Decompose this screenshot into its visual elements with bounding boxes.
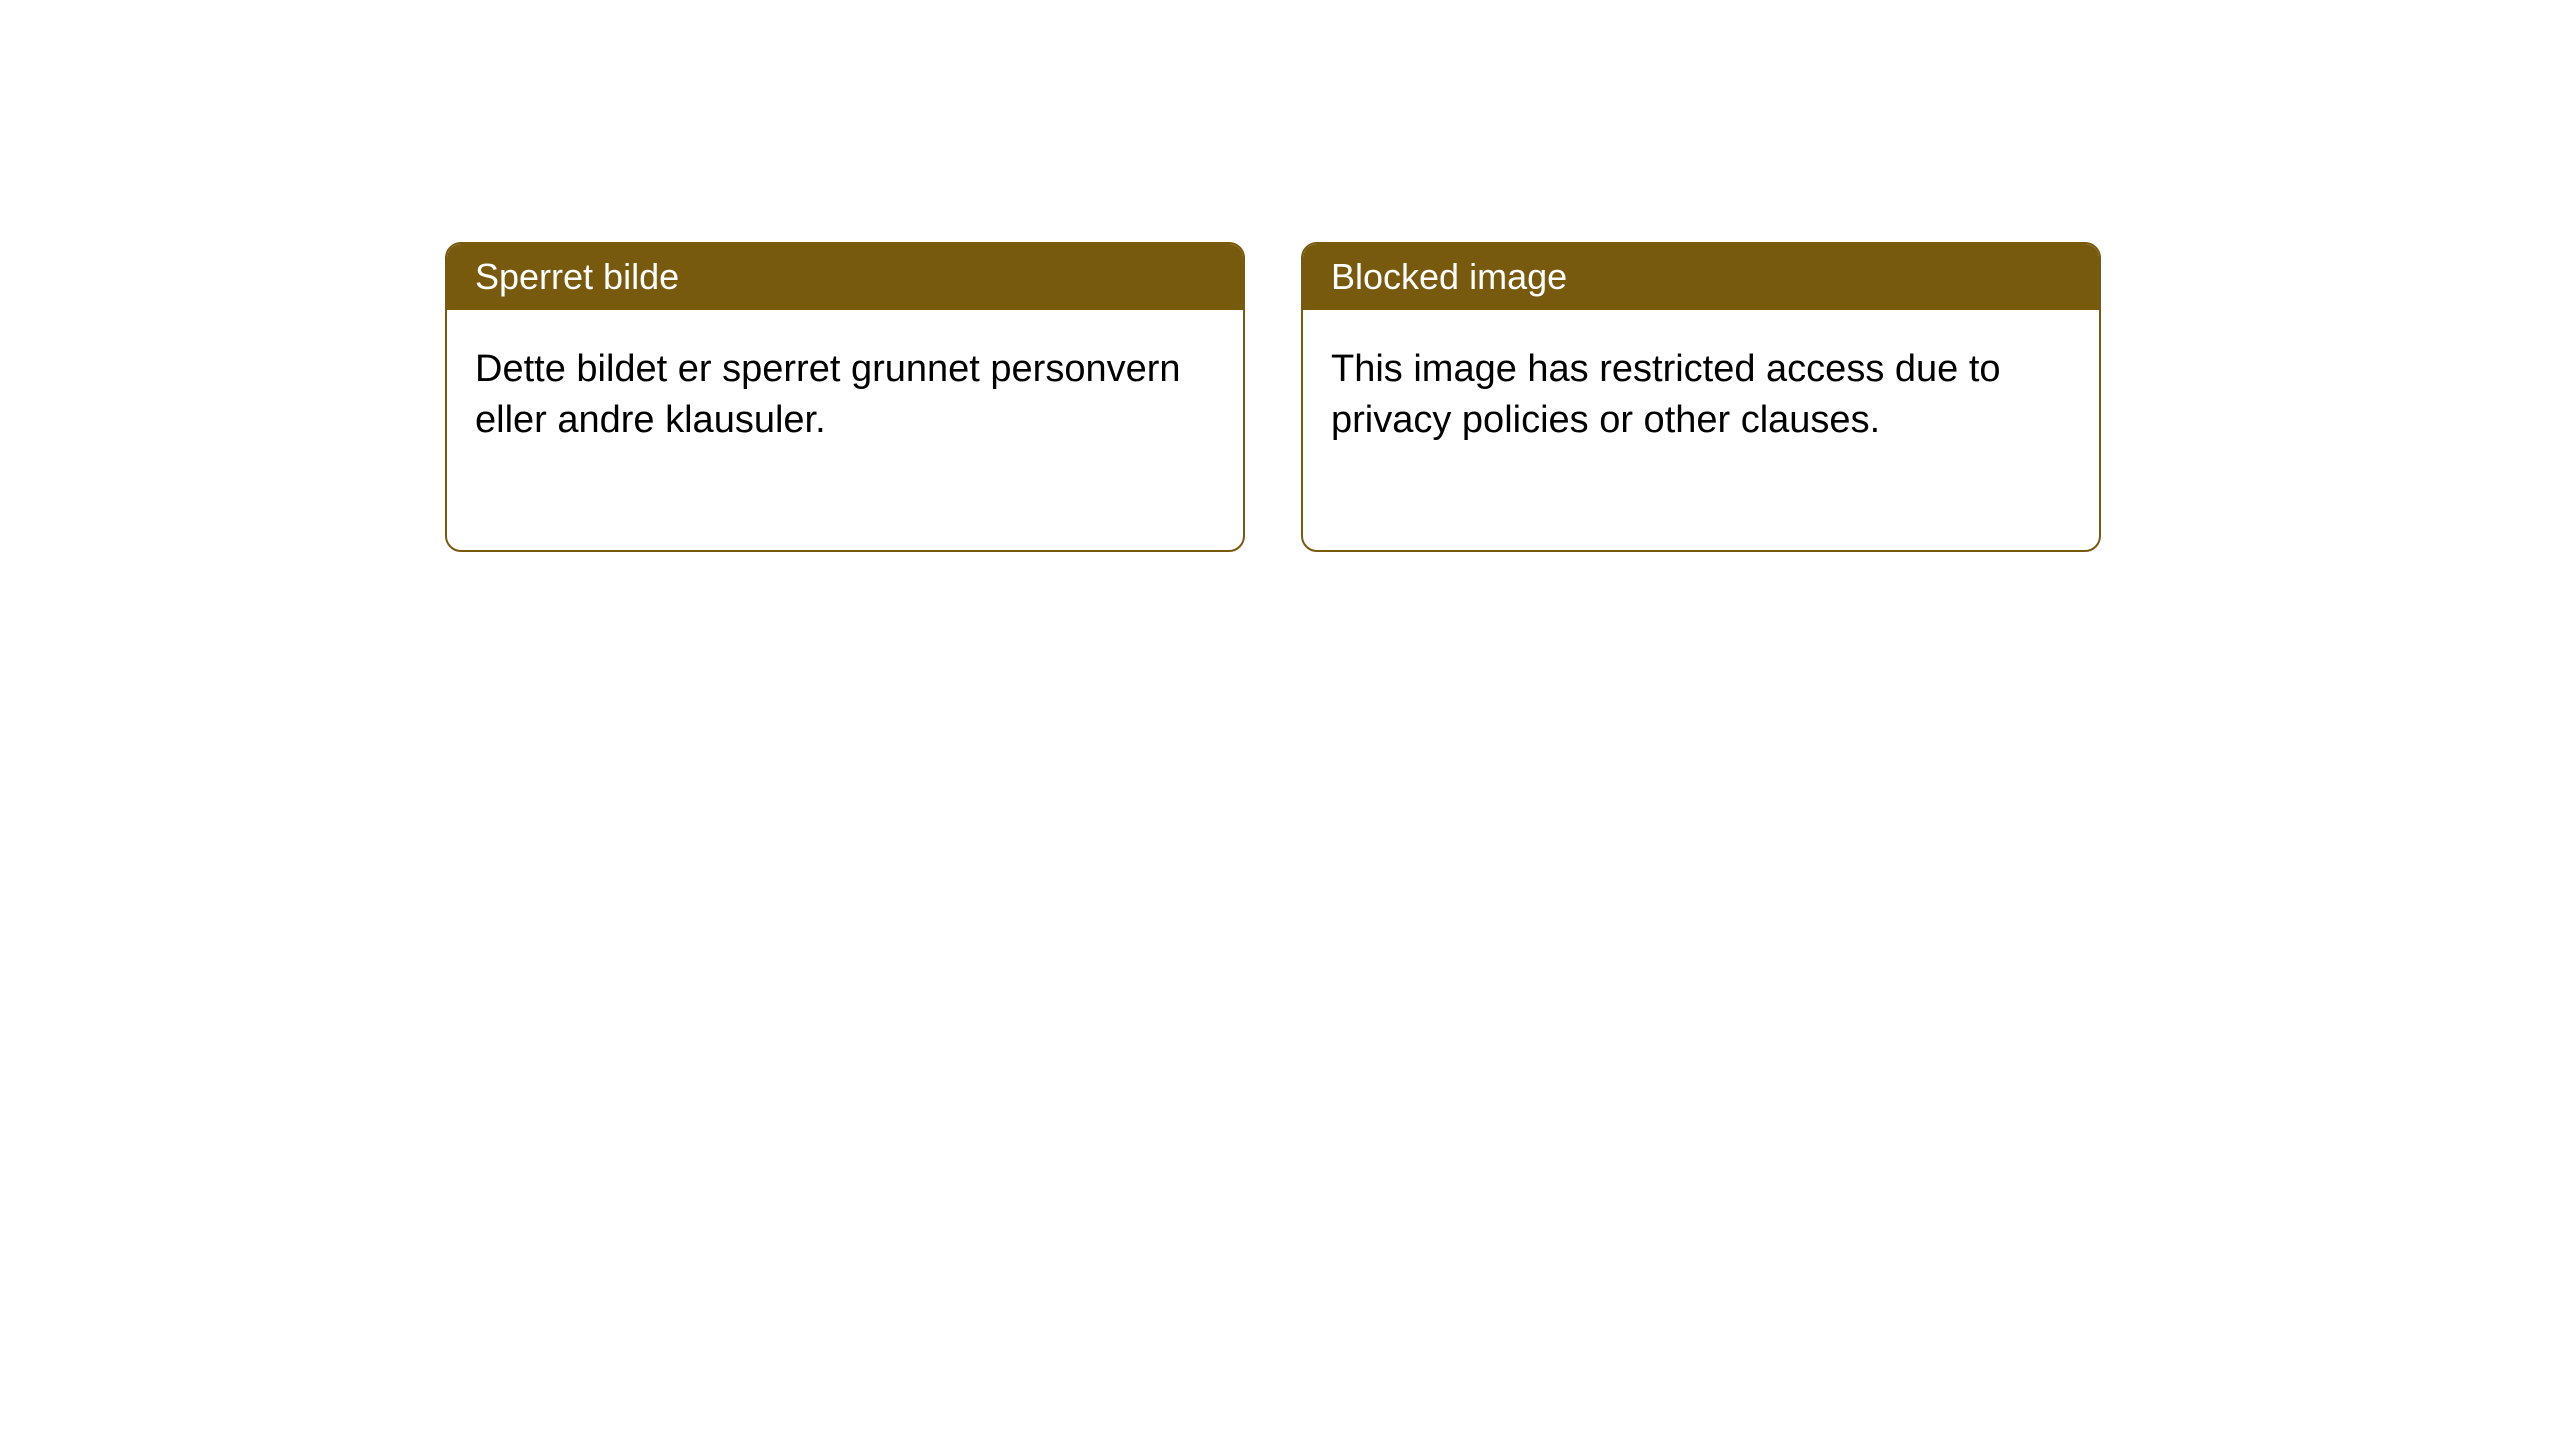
card-body: This image has restricted access due to … <box>1303 310 2099 550</box>
notice-card-english: Blocked image This image has restricted … <box>1301 242 2101 552</box>
card-body: Dette bildet er sperret grunnet personve… <box>447 310 1243 550</box>
card-header: Blocked image <box>1303 244 2099 310</box>
notice-card-norwegian: Sperret bilde Dette bildet er sperret gr… <box>445 242 1245 552</box>
card-title: Blocked image <box>1331 256 1567 297</box>
card-title: Sperret bilde <box>475 256 679 297</box>
notice-cards-container: Sperret bilde Dette bildet er sperret gr… <box>445 242 2560 552</box>
card-header: Sperret bilde <box>447 244 1243 310</box>
card-body-text: Dette bildet er sperret grunnet personve… <box>475 348 1181 441</box>
card-body-text: This image has restricted access due to … <box>1331 348 2001 441</box>
